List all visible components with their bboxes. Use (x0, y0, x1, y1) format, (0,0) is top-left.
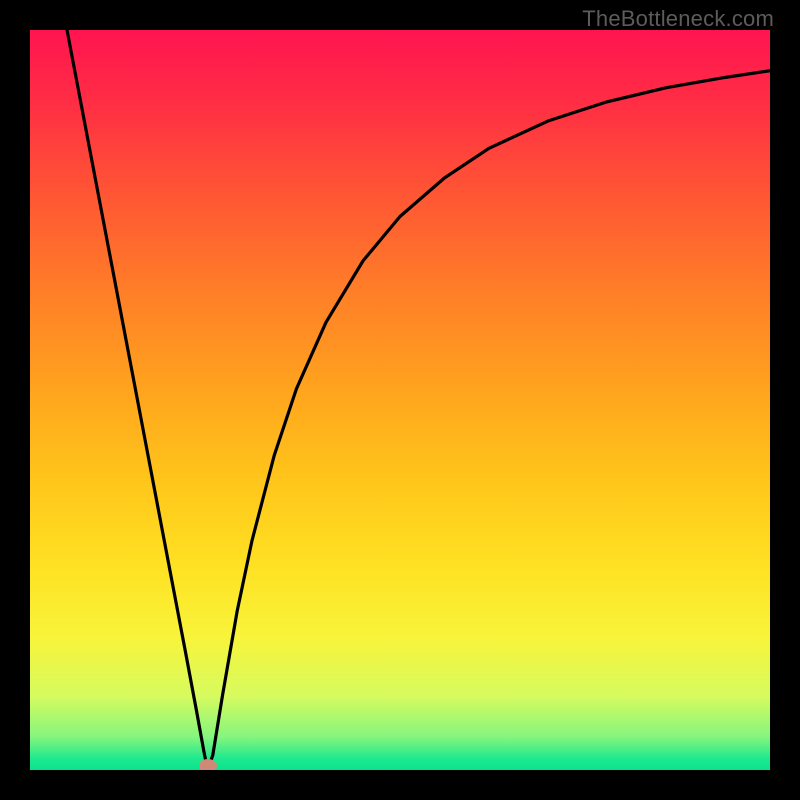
watermark-label: TheBottleneck.com (582, 6, 774, 32)
chart-frame: TheBottleneck.com (0, 0, 800, 800)
plot-area (30, 30, 770, 770)
optimal-point-marker (199, 759, 217, 770)
bottleneck-curve (67, 30, 770, 770)
curve-layer (30, 30, 770, 770)
